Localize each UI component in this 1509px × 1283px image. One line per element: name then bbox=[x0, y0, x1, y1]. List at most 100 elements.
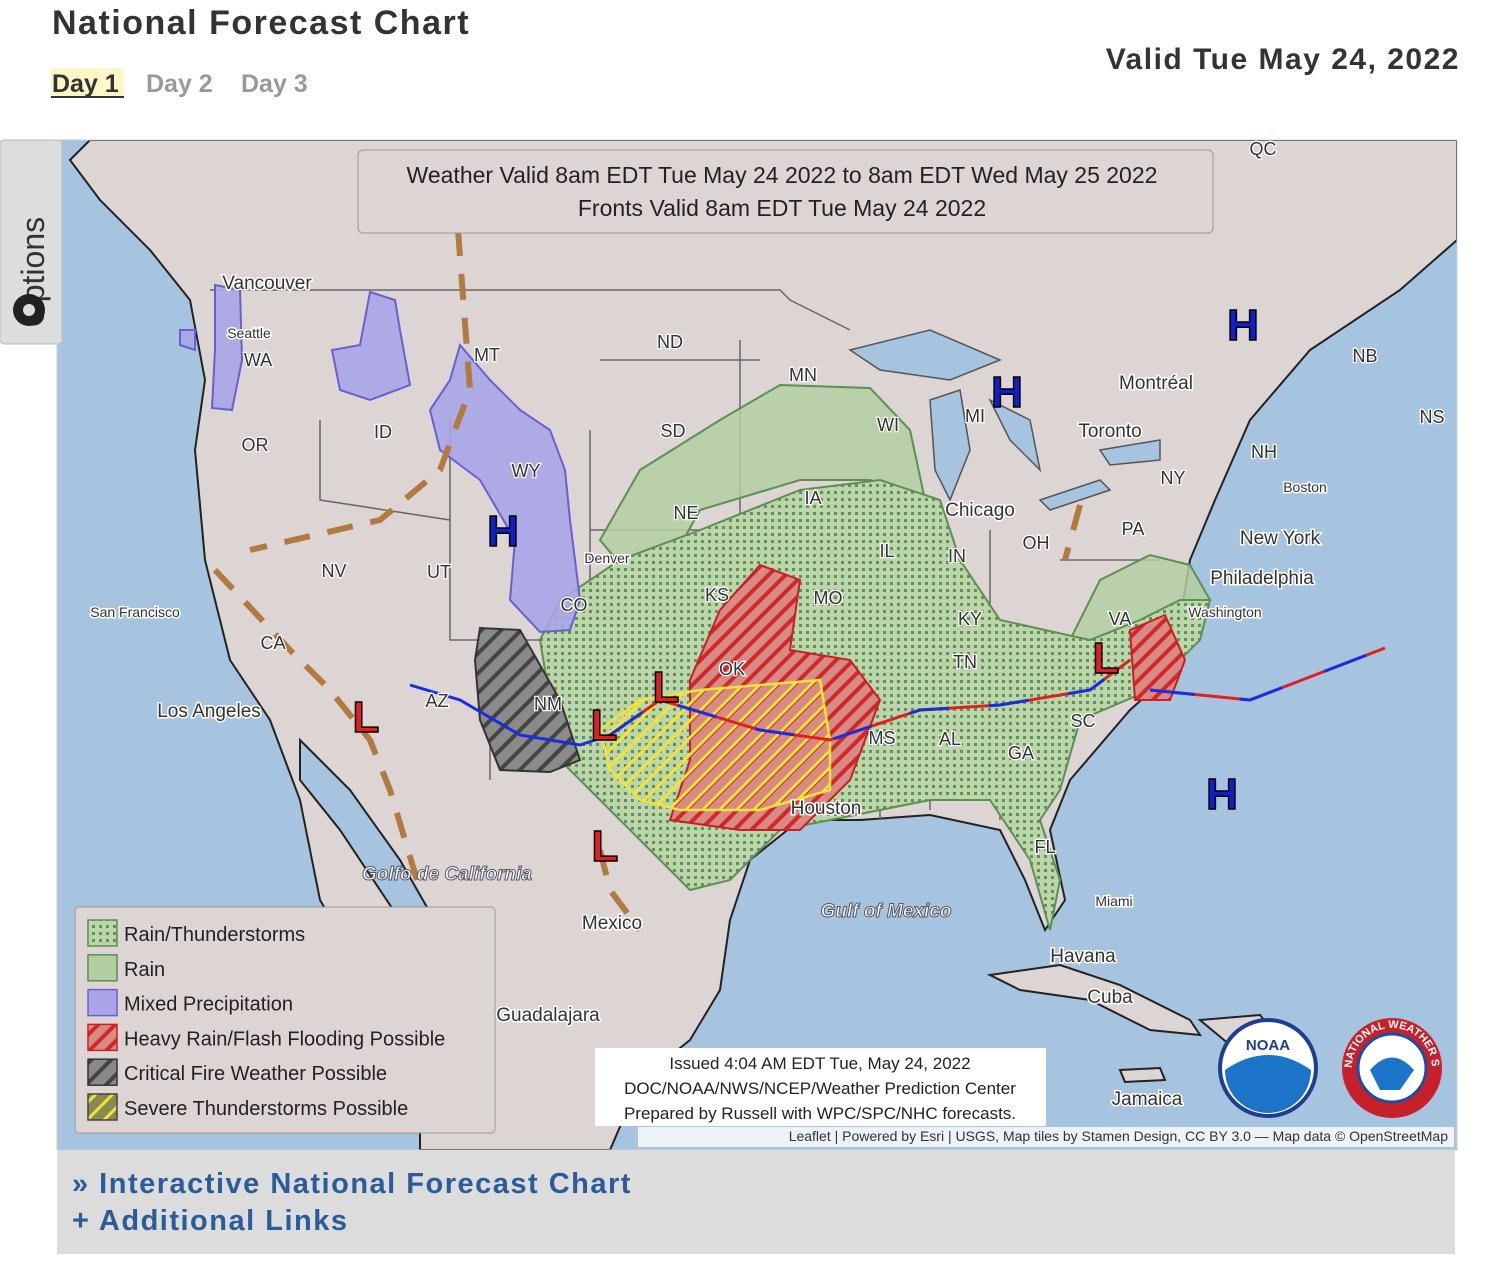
issued-line: Prepared by Russell with WPC/SPC/NHC for… bbox=[624, 1104, 1016, 1123]
city-label: Cuba bbox=[1087, 987, 1133, 1008]
state-label: TN bbox=[953, 652, 977, 672]
state-label: AL bbox=[939, 729, 961, 749]
cuba bbox=[986, 963, 1203, 1037]
gear-hole bbox=[23, 304, 35, 316]
pressure-center: L bbox=[653, 663, 680, 712]
attribution[interactable]: Leaflet | Powered by Esri | USGS, Map ti… bbox=[789, 1128, 1449, 1144]
state-label: MN bbox=[789, 365, 817, 385]
city-label: Montréal bbox=[1119, 373, 1193, 394]
issued-box bbox=[595, 1048, 1046, 1126]
noaa-logo-text: NOAA bbox=[1246, 1037, 1290, 1054]
legend-box bbox=[74, 906, 496, 1134]
legend-swatch bbox=[87, 1058, 118, 1086]
state-label: IN bbox=[948, 546, 966, 566]
legend-swatch bbox=[87, 954, 118, 982]
trough bbox=[1062, 504, 1083, 561]
great-lakes bbox=[848, 329, 1161, 511]
state-label: MT bbox=[474, 345, 500, 365]
legend-label: Critical Fire Weather Possible bbox=[124, 1063, 387, 1085]
state-label: NV bbox=[321, 561, 346, 581]
state-label: NY bbox=[1160, 468, 1185, 488]
state-label: WA bbox=[244, 350, 272, 370]
mixed-precip-area bbox=[179, 283, 582, 634]
state-label: KY bbox=[958, 609, 982, 629]
legend-swatch bbox=[87, 988, 118, 1017]
state-label: KS bbox=[705, 585, 729, 605]
state-label: CO bbox=[561, 595, 588, 615]
banner-line: Fronts Valid 8am EDT Tue May 24 2022 bbox=[578, 195, 986, 221]
legend: Rain/Thunderstorms Rain Mixed Precipitatio… bbox=[74, 906, 496, 1134]
city-label: New York bbox=[1240, 528, 1321, 549]
city-label: Philadelphia bbox=[1210, 568, 1314, 589]
day-tab[interactable]: Day 2 bbox=[146, 70, 213, 98]
state-label: IL bbox=[879, 541, 894, 561]
state-label: SC bbox=[1070, 711, 1095, 731]
state-label: NS bbox=[1419, 407, 1444, 427]
issued-line: Issued 4:04 AM EDT Tue, May 24, 2022 bbox=[669, 1054, 970, 1073]
city-label: Seattle bbox=[227, 325, 271, 341]
state-label: WY bbox=[512, 461, 541, 481]
state-label: ID bbox=[374, 422, 392, 442]
fire-weather-area bbox=[473, 626, 582, 774]
legend-label: Rain/Thunderstorms bbox=[124, 924, 305, 946]
state-label: MI bbox=[965, 406, 985, 426]
valid-banner bbox=[357, 149, 1214, 234]
day-tab[interactable]: Day 1 bbox=[52, 70, 119, 98]
state-label: OK bbox=[719, 659, 745, 679]
stationary-front bbox=[1149, 646, 1386, 702]
state-label: CA bbox=[260, 633, 285, 653]
state-label: VA bbox=[1109, 609, 1132, 629]
legend-label: Severe Thunderstorms Possible bbox=[124, 1098, 408, 1120]
issued-line: DOC/NOAA/NWS/NCEP/Weather Prediction Cen… bbox=[624, 1079, 1016, 1098]
legend-swatch bbox=[87, 919, 118, 947]
valid-date: Valid Tue May 24, 2022 bbox=[1106, 43, 1460, 76]
state-label: NM bbox=[534, 694, 562, 714]
legend-swatch bbox=[87, 1023, 118, 1052]
footer-link[interactable]: + Additional Links bbox=[72, 1205, 348, 1237]
legend-label: Heavy Rain/Flash Flooding Possible bbox=[124, 1028, 445, 1050]
state-label: NH bbox=[1251, 442, 1277, 462]
pressure-center: H bbox=[1227, 301, 1259, 350]
city-label: Jamaica bbox=[1112, 1089, 1183, 1110]
pressure-center: L bbox=[591, 701, 618, 750]
pressure-center: H bbox=[991, 368, 1023, 417]
trough bbox=[249, 229, 474, 553]
nws-logo-cloud bbox=[1370, 1057, 1414, 1090]
map-labels: QC ND MN SD WI MI NE IA IL IN OH PA NY NH NS NB KS MO KY TN… bbox=[89, 139, 1446, 1112]
water-label: Golfo de California bbox=[362, 864, 532, 885]
state-label: OR bbox=[242, 435, 269, 455]
city-label: Houston bbox=[791, 798, 862, 819]
state-label: PA bbox=[1122, 519, 1145, 539]
trough bbox=[212, 567, 423, 891]
state-label: NE bbox=[673, 503, 698, 523]
footer-link[interactable]: » Interactive National Forecast Chart bbox=[72, 1168, 632, 1200]
city-label: Los Angeles bbox=[157, 701, 261, 722]
day-tab[interactable]: Day 3 bbox=[241, 70, 308, 98]
city-label: Miami bbox=[1095, 893, 1132, 909]
city-label: Chicago bbox=[945, 500, 1015, 521]
severe-tstorm-area bbox=[598, 678, 832, 812]
jamaica bbox=[1118, 1066, 1167, 1084]
legend-label: Mixed Precipitation bbox=[124, 994, 293, 1016]
cold-front bbox=[409, 683, 611, 747]
pressure-center: L bbox=[1093, 634, 1120, 683]
city-label: Havana bbox=[1050, 946, 1116, 967]
footer-bar bbox=[57, 1150, 1455, 1254]
state-label: FL bbox=[1034, 837, 1055, 857]
trough bbox=[597, 849, 643, 932]
active-tab-bg bbox=[51, 68, 124, 98]
pressure-center: H bbox=[1206, 770, 1238, 819]
state-label: ND bbox=[657, 332, 683, 352]
city-label: Toronto bbox=[1078, 421, 1141, 442]
attribution-bg bbox=[638, 1127, 1454, 1147]
state-label: UT bbox=[427, 562, 451, 582]
state-label: QC bbox=[1250, 139, 1277, 159]
city-label: Denver bbox=[584, 550, 629, 566]
options-gear[interactable] bbox=[13, 294, 45, 326]
pressure-center: L bbox=[353, 693, 380, 742]
page-title: National Forecast Chart bbox=[52, 4, 470, 42]
options-tab[interactable] bbox=[0, 139, 63, 345]
city-label: Vancouver bbox=[222, 273, 312, 294]
